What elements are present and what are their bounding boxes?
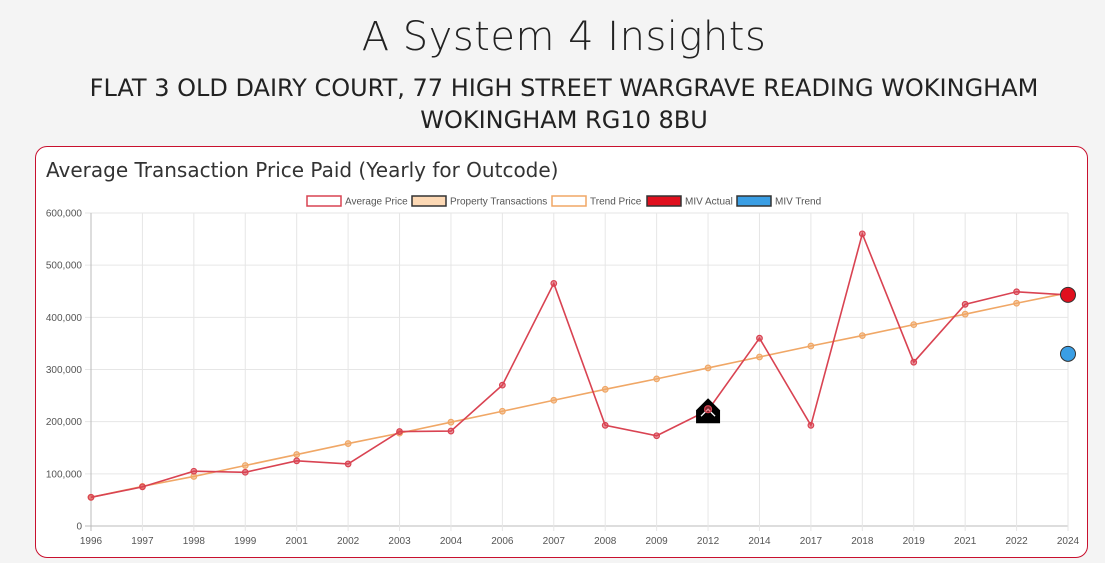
trend-price-point (550, 396, 558, 404)
x-tick-label: 2007 (543, 536, 566, 547)
average-price-point (601, 421, 609, 429)
x-tick-label: 1996 (80, 536, 103, 547)
x-tick-label: 1998 (183, 536, 206, 547)
x-tick-label: 2004 (440, 536, 463, 547)
x-axis: 1996 1997 1998 1999 2001 2002 2003 2004 2006 2007… (80, 536, 1080, 547)
page-title: A System 4 Insights (361, 14, 767, 60)
y-tick-label: 600,000 (46, 209, 83, 220)
x-tick-label: 2019 (903, 536, 926, 547)
average-price-point (1013, 288, 1020, 296)
legend: Average Price Property Transactions Trend … (306, 195, 821, 208)
x-tick-label: 2018 (851, 536, 874, 547)
trend-price-point (601, 385, 609, 393)
average-price-point (961, 300, 969, 308)
average-price-point (498, 381, 506, 389)
y-tick-label: 300,000 (46, 365, 83, 376)
x-tick-label: 2021 (954, 536, 977, 547)
y-tick-label: 100,000 (46, 469, 83, 480)
x-tick-label: 2024 (1057, 536, 1080, 547)
average-price-point (858, 230, 866, 238)
trend-price-point (498, 407, 506, 415)
average-price-point (241, 468, 249, 476)
trend-price-point (961, 310, 969, 318)
legend-swatch (551, 195, 587, 207)
legend-label: MIV Actual (685, 197, 733, 208)
legend-label: Trend Price (590, 197, 642, 208)
legend-label: Average Price (345, 197, 408, 208)
y-tick-label: 200,000 (46, 417, 83, 428)
address-line-1: FLAT 3 OLD DAIRY COURT, 77 HIGH STREET W… (89, 74, 1039, 102)
miv-trend-point (1060, 345, 1076, 362)
average-price-point (756, 334, 763, 342)
house-marker-icon (696, 398, 721, 424)
legend-label: MIV Trend (775, 197, 821, 208)
address-line-2: WOKINGHAM RG10 8BU (420, 106, 708, 134)
trend-price-point (293, 451, 301, 458)
trend-price-point (241, 462, 249, 469)
trend-price-line (90, 292, 1069, 499)
average-price-point (447, 427, 455, 435)
x-tick-label: 2009 (646, 536, 669, 547)
x-tick-label: 2006 (491, 536, 514, 547)
trend-price-point (1013, 299, 1020, 307)
trend-price-point (756, 353, 763, 361)
legend-item: MIV Actual (646, 195, 733, 208)
average-price-point (87, 493, 95, 501)
trend-price-point (807, 342, 815, 350)
x-tick-label: 1997 (131, 536, 154, 547)
legend-item: MIV Trend (736, 195, 821, 208)
y-axis: 0 100,000 200,000 300,000 400,000 500,000 600,… (46, 209, 83, 533)
x-tick-label: 2012 (697, 536, 720, 547)
trend-price-point (704, 364, 712, 372)
x-tick-label: 2001 (286, 536, 309, 547)
average-price-point (139, 483, 146, 491)
x-tick-label: 2022 (1005, 536, 1028, 547)
average-price-point (396, 428, 403, 435)
grid-lines (85, 212, 1069, 531)
average-price-point (293, 457, 301, 465)
average-price-point (807, 421, 815, 429)
x-tick-label: 1999 (234, 536, 257, 547)
average-price-point (344, 460, 352, 468)
series-layer (87, 230, 1076, 501)
average-price-point (190, 467, 198, 475)
chart-title: Average Transaction Price Paid (Yearly f… (46, 158, 559, 182)
legend-item: Average Price (306, 195, 408, 208)
trend-price-point (910, 321, 918, 329)
chart-card: Average Transaction Price Paid (Yearly f… (35, 146, 1088, 558)
x-tick-label: 2003 (388, 536, 411, 547)
x-tick-label: 2008 (594, 536, 617, 547)
legend-item: Property Transactions (411, 195, 547, 208)
legend-label: Property Transactions (450, 197, 547, 208)
legend-swatch (411, 195, 447, 207)
y-tick-label: 0 (76, 522, 82, 533)
average-price-point (653, 432, 661, 440)
x-tick-label: 2017 (800, 536, 823, 547)
property-address: FLAT 3 OLD DAIRY COURT, 77 HIGH STREET W… (0, 72, 1105, 136)
trend-price-point (344, 440, 352, 447)
legend-swatch (306, 195, 342, 207)
x-tick-label: 2002 (337, 536, 360, 547)
trend-price-point (858, 332, 866, 339)
house-point (703, 405, 713, 414)
miv-actual-point (1060, 286, 1076, 303)
legend-swatch (646, 195, 682, 207)
average-price-point (550, 280, 558, 287)
y-tick-label: 400,000 (46, 313, 83, 324)
trend-price-point (653, 375, 661, 383)
legend-swatch (736, 195, 772, 207)
average-price-point (910, 358, 918, 366)
x-tick-label: 2014 (748, 536, 771, 547)
trend-price-point (447, 418, 455, 426)
legend-item: Trend Price (551, 195, 642, 208)
average-price-line (90, 231, 1069, 499)
y-tick-label: 500,000 (46, 261, 83, 272)
